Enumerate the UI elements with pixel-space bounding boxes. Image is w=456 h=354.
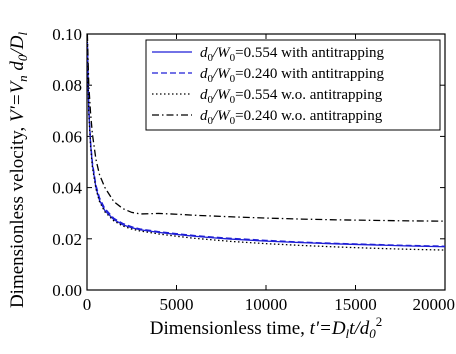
y-tick-label: 0.00 xyxy=(52,281,82,300)
legend-label-2: d0/W0=0.240 with antitrapping xyxy=(200,66,385,85)
y-tick-label: 0.02 xyxy=(52,230,82,249)
y-tick-label: 0.04 xyxy=(52,179,82,198)
x-tick-label: 10000 xyxy=(245,295,288,314)
x-tick-label: 20000 xyxy=(413,295,456,314)
legend-box xyxy=(145,39,441,131)
y-axis: 0.00 0.02 0.04 0.06 0.08 0.10 xyxy=(52,25,445,300)
series-line-2 xyxy=(87,41,445,247)
legend: d0/W0=0.554 with antitrapping d0/W0=0.240… xyxy=(145,39,441,131)
x-tick-label: 5000 xyxy=(160,295,194,314)
series-line-3 xyxy=(87,41,445,251)
x-axis: 0 5000 10000 15000 20000 xyxy=(83,34,455,314)
y-tick-label: 0.06 xyxy=(52,127,82,146)
x-axis-label: Dimensionless time, t'=Dlt/d02 xyxy=(150,314,382,341)
y-axis-label: Dimensionless velocity, V'=Vn d0/Dl xyxy=(7,32,30,308)
x-tick-label: 15000 xyxy=(334,295,377,314)
series-layer xyxy=(87,34,445,251)
legend-label-3: d0/W0=0.554 w.o. antitrapping xyxy=(200,87,383,106)
legend-label-4: d0/W0=0.240 w.o. antitrapping xyxy=(200,108,383,127)
y-tick-label: 0.08 xyxy=(52,76,82,95)
series-line-4 xyxy=(87,34,445,222)
y-tick-label: 0.10 xyxy=(52,25,82,44)
x-tick-label: 0 xyxy=(83,295,92,314)
legend-label-1: d0/W0=0.554 with antitrapping xyxy=(200,45,385,64)
